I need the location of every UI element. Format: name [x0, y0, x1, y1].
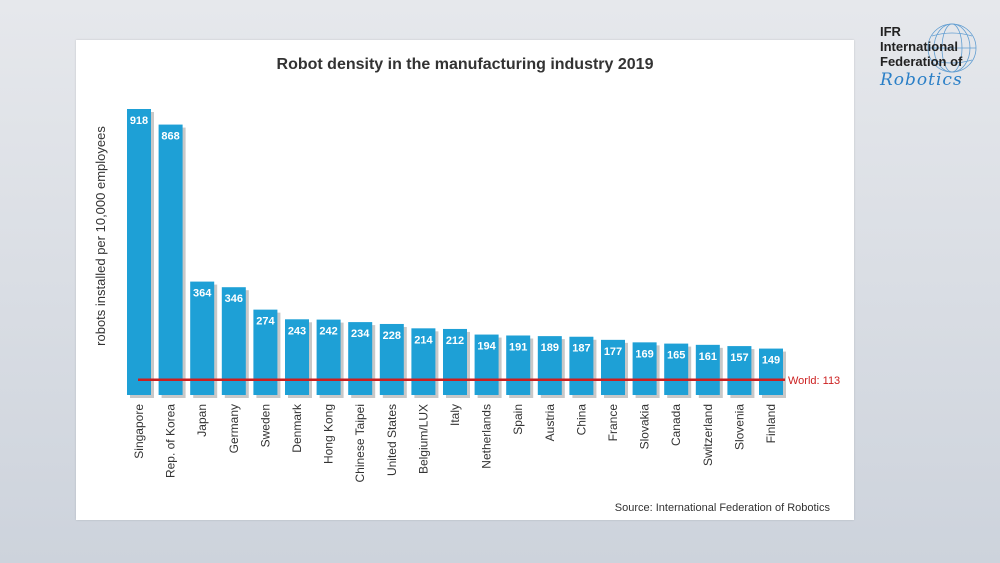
bar	[443, 328, 467, 395]
bar	[727, 346, 752, 395]
data-label: 161	[699, 351, 717, 363]
bar	[348, 322, 373, 395]
source-note: Source: International Federation of Robo…	[614, 502, 830, 514]
bar	[537, 336, 562, 395]
category-label: Chinese Taipei	[353, 404, 367, 483]
bar	[411, 328, 436, 395]
bar	[664, 343, 689, 395]
bar	[190, 281, 215, 395]
data-label: 194	[477, 341, 496, 353]
category-label: France	[606, 404, 620, 442]
data-label: 189	[541, 342, 559, 354]
bar	[158, 124, 183, 396]
data-label: 212	[446, 335, 464, 347]
data-label: 228	[383, 330, 401, 342]
bar	[506, 335, 531, 395]
data-label: 346	[225, 293, 243, 305]
category-label: Singapore	[132, 404, 146, 459]
data-label: 191	[509, 341, 527, 353]
bar	[316, 319, 341, 395]
data-label: 165	[667, 350, 685, 362]
category-label: Switzerland	[701, 404, 715, 466]
bar	[695, 344, 720, 395]
data-label: 187	[572, 343, 590, 355]
category-label: Austria	[543, 404, 557, 442]
category-label: Belgium/LUX	[416, 404, 430, 474]
world-average-label: World: 113	[788, 375, 840, 387]
bar	[127, 109, 151, 395]
bar	[601, 339, 625, 395]
logo-script-text: Robotics	[880, 70, 963, 90]
data-label: 243	[288, 325, 306, 337]
category-label: Sweden	[258, 404, 272, 447]
y-axis-label: robots installed per 10,000 employees	[93, 126, 108, 346]
bar	[759, 348, 783, 395]
bar	[632, 342, 657, 395]
category-label: Finland	[764, 404, 778, 443]
category-label: China	[574, 404, 588, 436]
data-label: 214	[414, 334, 433, 346]
data-label: 868	[161, 131, 179, 143]
category-label: Germany	[227, 404, 241, 453]
category-label: Canada	[669, 404, 683, 446]
globe-icon	[927, 23, 977, 73]
data-label: 242	[319, 326, 337, 338]
logo-line-1: IFR	[880, 24, 901, 39]
bar	[221, 287, 246, 395]
category-label: Spain	[511, 404, 525, 435]
data-label: 157	[730, 352, 748, 364]
logo-line-3: Federation of	[880, 54, 963, 69]
chart-title: Robot density in the manufacturing indus…	[276, 56, 654, 73]
category-label: United States	[385, 404, 399, 476]
logo-line-2: International	[880, 39, 959, 54]
category-label: Denmark	[290, 403, 304, 453]
data-label: 169	[635, 348, 653, 360]
ifr-logo: IFR International Federation of Robotics	[872, 18, 987, 98]
data-label: 149	[762, 355, 780, 367]
category-label: Netherlands	[480, 404, 494, 469]
category-label: Hong Kong	[322, 404, 336, 464]
chart-panel	[76, 40, 854, 520]
bar	[285, 319, 309, 395]
bar	[474, 334, 499, 395]
category-label: Japan	[195, 404, 209, 437]
data-label: 234	[351, 328, 370, 340]
category-label: Italy	[448, 404, 462, 426]
data-label: 274	[256, 316, 275, 328]
bar	[379, 323, 404, 395]
data-label: 918	[130, 115, 148, 127]
category-label: Rep. of Korea	[164, 404, 178, 478]
data-label: 177	[604, 346, 622, 358]
data-label: 364	[193, 288, 212, 300]
bar	[569, 336, 594, 395]
category-label: Slovenia	[732, 404, 746, 450]
category-label: Slovakia	[638, 404, 652, 450]
